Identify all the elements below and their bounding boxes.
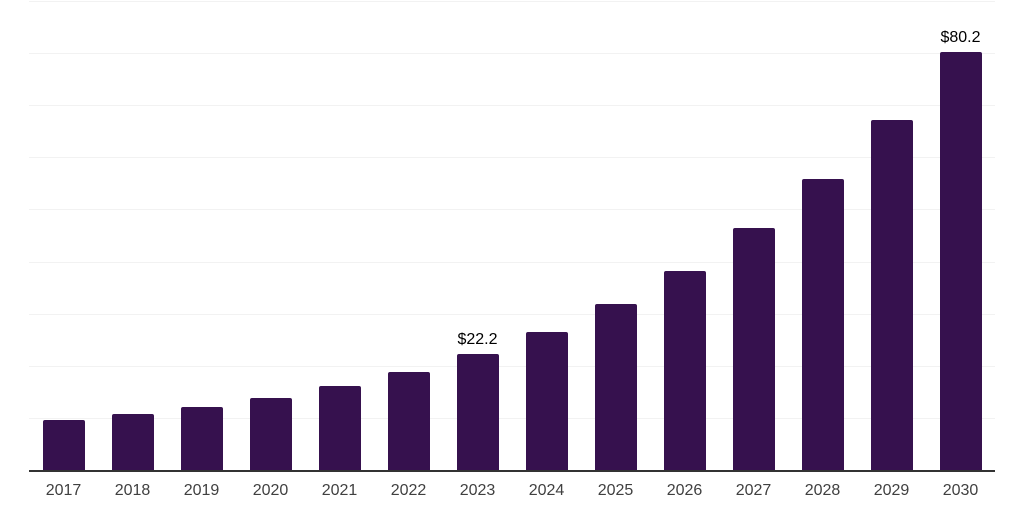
x-tick-label-2028: 2028 [804, 482, 841, 499]
x-tick-label-2023: 2023 [459, 482, 496, 499]
bar-2028 [801, 179, 844, 470]
gridline-70 [29, 105, 995, 107]
bar-2017 [42, 419, 85, 470]
gridline-50 [29, 209, 995, 211]
bar-cell-2025 [581, 1, 650, 470]
bar-cell-2024 [512, 1, 581, 470]
bar-cell-2022 [374, 1, 443, 470]
bar-cell-2019 [167, 1, 236, 470]
bar-2020 [249, 398, 292, 470]
x-tick-label-2024: 2024 [528, 482, 565, 499]
gridline-60 [29, 157, 995, 159]
bar-2018 [111, 413, 154, 470]
bar-2019 [180, 406, 223, 470]
bar-cell-2027 [719, 1, 788, 470]
x-tick-label-2018: 2018 [114, 482, 151, 499]
bar-2022 [387, 372, 430, 470]
x-tick-label-2029: 2029 [873, 482, 910, 499]
bar-2026 [663, 270, 706, 470]
x-tick-label-2022: 2022 [390, 482, 427, 499]
gridline-20 [29, 365, 995, 367]
gridline-90 [29, 1, 995, 2]
bar-cell-2018 [98, 1, 167, 470]
gridline-80 [29, 53, 995, 55]
gridline-10 [29, 417, 995, 419]
bar-value-label-2030: $80.2 [940, 29, 981, 47]
gridline-30 [29, 313, 995, 315]
bar-cell-2028 [788, 1, 857, 470]
gridline-40 [29, 261, 995, 263]
bar-2027 [732, 228, 775, 470]
bar-2030 [939, 52, 982, 470]
x-tick-label-2027: 2027 [735, 482, 772, 499]
bar-cell-2017 [29, 1, 98, 470]
x-tick-label-2020: 2020 [252, 482, 289, 499]
bar-2029 [870, 119, 913, 470]
x-tick-label-2019: 2019 [183, 482, 220, 499]
x-tick-label-2017: 2017 [45, 482, 82, 499]
x-tick-label-2030: 2030 [942, 482, 979, 499]
x-tick-label-2025: 2025 [597, 482, 634, 499]
x-axis-tick-labels: 2017 2018 2019 2020 2021 2022 2023 2024 2025 2026… [29, 481, 995, 500]
x-tick-label-2021: 2021 [321, 482, 358, 499]
bars-container: $22.2 $80.2 [29, 1, 995, 470]
x-tick-label-2026: 2026 [666, 482, 703, 499]
bar-2025 [594, 303, 637, 470]
bar-cell-2020 [236, 1, 305, 470]
bar-2024 [525, 332, 568, 470]
bar-value-label-2023: $22.2 [457, 331, 498, 349]
bar-cell-2030: $80.2 [926, 1, 995, 470]
bar-2023 [456, 354, 499, 470]
bar-2021 [318, 385, 361, 470]
bar-cell-2021 [305, 1, 374, 470]
bar-cell-2026 [650, 1, 719, 470]
bar-cell-2023: $22.2 [443, 1, 512, 470]
plot-area: $22.2 $80.2 [29, 1, 995, 472]
bar-cell-2029 [857, 1, 926, 470]
